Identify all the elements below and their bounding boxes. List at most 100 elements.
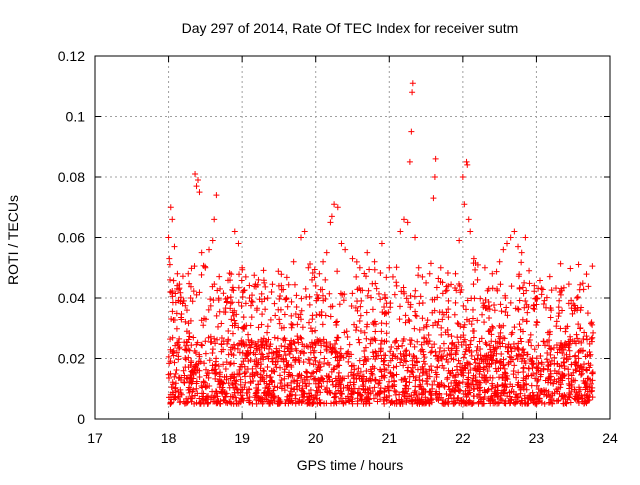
data-point (402, 393, 409, 400)
data-point (317, 286, 324, 293)
data-point (179, 273, 186, 280)
data-point-peak (331, 201, 338, 208)
x-axis-label: GPS time / hours (297, 457, 404, 473)
data-point (176, 335, 183, 342)
data-point (232, 394, 239, 401)
data-point (210, 297, 217, 304)
data-point (433, 284, 440, 291)
data-point (247, 322, 254, 329)
data-point (477, 346, 484, 353)
data-point (383, 394, 390, 401)
data-point (174, 395, 181, 402)
data-point (421, 354, 428, 361)
data-point (193, 378, 200, 385)
data-point (435, 318, 442, 325)
data-point (549, 392, 556, 399)
data-point (217, 380, 224, 387)
data-point (178, 391, 185, 398)
data-point (561, 392, 568, 399)
data-point (570, 369, 577, 376)
data-point (568, 361, 575, 368)
data-point (220, 290, 227, 297)
data-point (294, 380, 301, 387)
data-point (582, 353, 589, 360)
marks-layer (165, 80, 597, 407)
data-point (172, 342, 179, 349)
data-point (497, 395, 504, 402)
data-point (399, 389, 406, 396)
data-point (281, 382, 288, 389)
data-point (468, 295, 475, 302)
data-point (466, 347, 473, 354)
data-point (260, 367, 267, 374)
data-point (227, 294, 234, 301)
data-point (203, 372, 210, 379)
data-point (520, 346, 527, 353)
data-point (282, 352, 289, 359)
data-point (336, 301, 343, 308)
data-point (413, 374, 420, 381)
data-point (394, 354, 401, 361)
data-point (517, 335, 524, 342)
data-point (396, 391, 403, 398)
data-point (459, 369, 466, 376)
data-point (405, 364, 412, 371)
data-point (502, 294, 509, 301)
data-point (512, 305, 519, 312)
data-point (518, 259, 525, 266)
data-point (230, 352, 237, 359)
data-point (215, 323, 222, 330)
data-point (345, 358, 352, 365)
data-point (271, 383, 278, 390)
data-point (285, 361, 292, 368)
data-point (519, 284, 526, 291)
data-point-peak (338, 240, 345, 247)
data-point (521, 357, 528, 364)
data-point (177, 386, 184, 393)
data-point (536, 395, 543, 402)
data-point (578, 339, 585, 346)
data-point (411, 293, 418, 300)
data-point (363, 367, 370, 374)
data-point (271, 368, 278, 375)
data-point (527, 396, 534, 403)
data-point (237, 399, 244, 406)
data-point (491, 302, 498, 309)
data-point (565, 375, 572, 382)
data-point (424, 375, 431, 382)
data-point (540, 338, 547, 345)
data-point (484, 368, 491, 375)
data-point (505, 359, 512, 366)
data-point (306, 380, 313, 387)
data-point (249, 298, 256, 305)
data-point (225, 336, 232, 343)
data-point (501, 399, 508, 406)
data-point (166, 261, 173, 268)
data-point (371, 335, 378, 342)
data-point (431, 341, 438, 348)
data-point (218, 348, 225, 355)
data-point (577, 371, 584, 378)
data-point (391, 291, 398, 298)
data-point (269, 379, 276, 386)
data-point (454, 395, 461, 402)
data-point (377, 296, 384, 303)
data-point (411, 343, 418, 350)
data-point (350, 381, 357, 388)
data-point-peak (522, 234, 529, 241)
data-point (390, 350, 397, 357)
data-point (224, 400, 231, 407)
data-point (534, 391, 541, 398)
data-point (165, 371, 172, 378)
data-point (193, 385, 200, 392)
data-point (436, 309, 443, 316)
data-point (438, 331, 445, 338)
data-point (340, 297, 347, 304)
data-point (343, 350, 350, 357)
data-point (387, 369, 394, 376)
data-point (458, 400, 465, 407)
data-point (209, 367, 216, 374)
data-point (470, 386, 477, 393)
x-tick-label: 24 (602, 430, 618, 446)
data-point (553, 398, 560, 405)
